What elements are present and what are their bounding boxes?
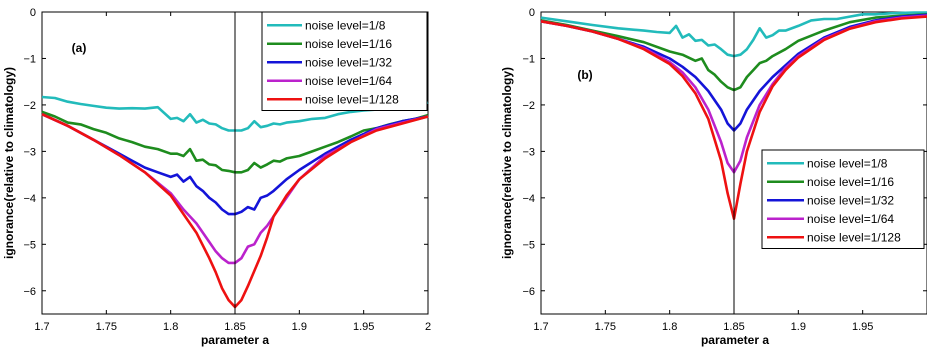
series-line-1: [540, 11, 927, 58]
y-axis-label: ignorance(relative to climatology): [500, 67, 514, 259]
y-tick-label: −5: [522, 239, 535, 251]
x-axis-label: parameter a: [201, 333, 269, 347]
x-tick-label: 1.95: [852, 321, 873, 333]
legend-label-1: noise level=1/8: [807, 156, 888, 170]
legend-box: [261, 11, 428, 111]
series-line-2: [41, 110, 429, 174]
y-tick-label: −2: [23, 100, 36, 112]
y-tick-label: −1: [23, 53, 36, 65]
legend-label-2: noise level=1/16: [807, 175, 894, 189]
y-tick-label: 0: [30, 7, 36, 19]
y-tick-label: −6: [522, 286, 535, 298]
legend: noise level=1/8 noise level=1/16 noise lev…: [261, 11, 428, 111]
x-tick-label: 1.85: [723, 321, 744, 333]
series-line-3: [41, 113, 429, 216]
y-tick-label: −3: [23, 146, 36, 158]
legend-label-5: noise level=1/128: [305, 92, 399, 106]
panel-label: (a): [72, 41, 87, 55]
x-tick-label: 1.85: [224, 321, 245, 333]
legend-label-1: noise level=1/8: [305, 18, 386, 32]
x-tick-label: 1.7: [533, 321, 548, 333]
legend-label-4: noise level=1/64: [807, 212, 894, 226]
x-axis-label: parameter a: [701, 333, 769, 347]
legend: noise level=1/8 noise level=1/16 noise lev…: [761, 149, 925, 249]
panel-a: 1.7 1.75 1.8 1.85 1.9 1.95 2 0 −1 −2 −3 −4 −5 −6 (a) pa…: [2, 7, 431, 347]
x-tick-label: 1.8: [662, 321, 677, 333]
x-tick-label: 1.7: [34, 321, 49, 333]
x-tick-label: 2: [425, 321, 431, 333]
series-line-1: [41, 95, 429, 132]
y-axis-label: ignorance(relative to climatology): [2, 67, 16, 259]
legend-label-4: noise level=1/64: [305, 74, 392, 88]
panel-b: 1.7 1.75 1.8 1.85 1.9 1.95 0 −1 −2 −3 −4 −5 −6 (b) par…: [500, 7, 927, 347]
y-tick-label: −4: [23, 193, 36, 205]
legend-label-3: noise level=1/32: [807, 193, 894, 207]
y-tick-label: −3: [522, 146, 535, 158]
x-tick-label: 1.9: [292, 321, 307, 333]
x-tick-label: 1.9: [791, 321, 806, 333]
y-tick-label: −2: [522, 100, 535, 112]
x-tick-label: 1.75: [96, 321, 117, 333]
x-tick-label: 1.8: [163, 321, 178, 333]
legend-label-5: noise level=1/128: [807, 230, 901, 244]
legend-label-3: noise level=1/32: [305, 55, 392, 69]
legend-label-2: noise level=1/16: [305, 37, 392, 51]
y-tick-label: −6: [23, 286, 36, 298]
y-tick-label: −1: [522, 53, 535, 65]
y-tick-label: −4: [522, 193, 535, 205]
x-tick-label: 1.75: [595, 321, 616, 333]
y-tick-label: 0: [529, 7, 535, 19]
panel-label: (b): [577, 68, 592, 82]
x-tick-label: 1.95: [353, 321, 374, 333]
y-tick-label: −5: [23, 239, 36, 251]
